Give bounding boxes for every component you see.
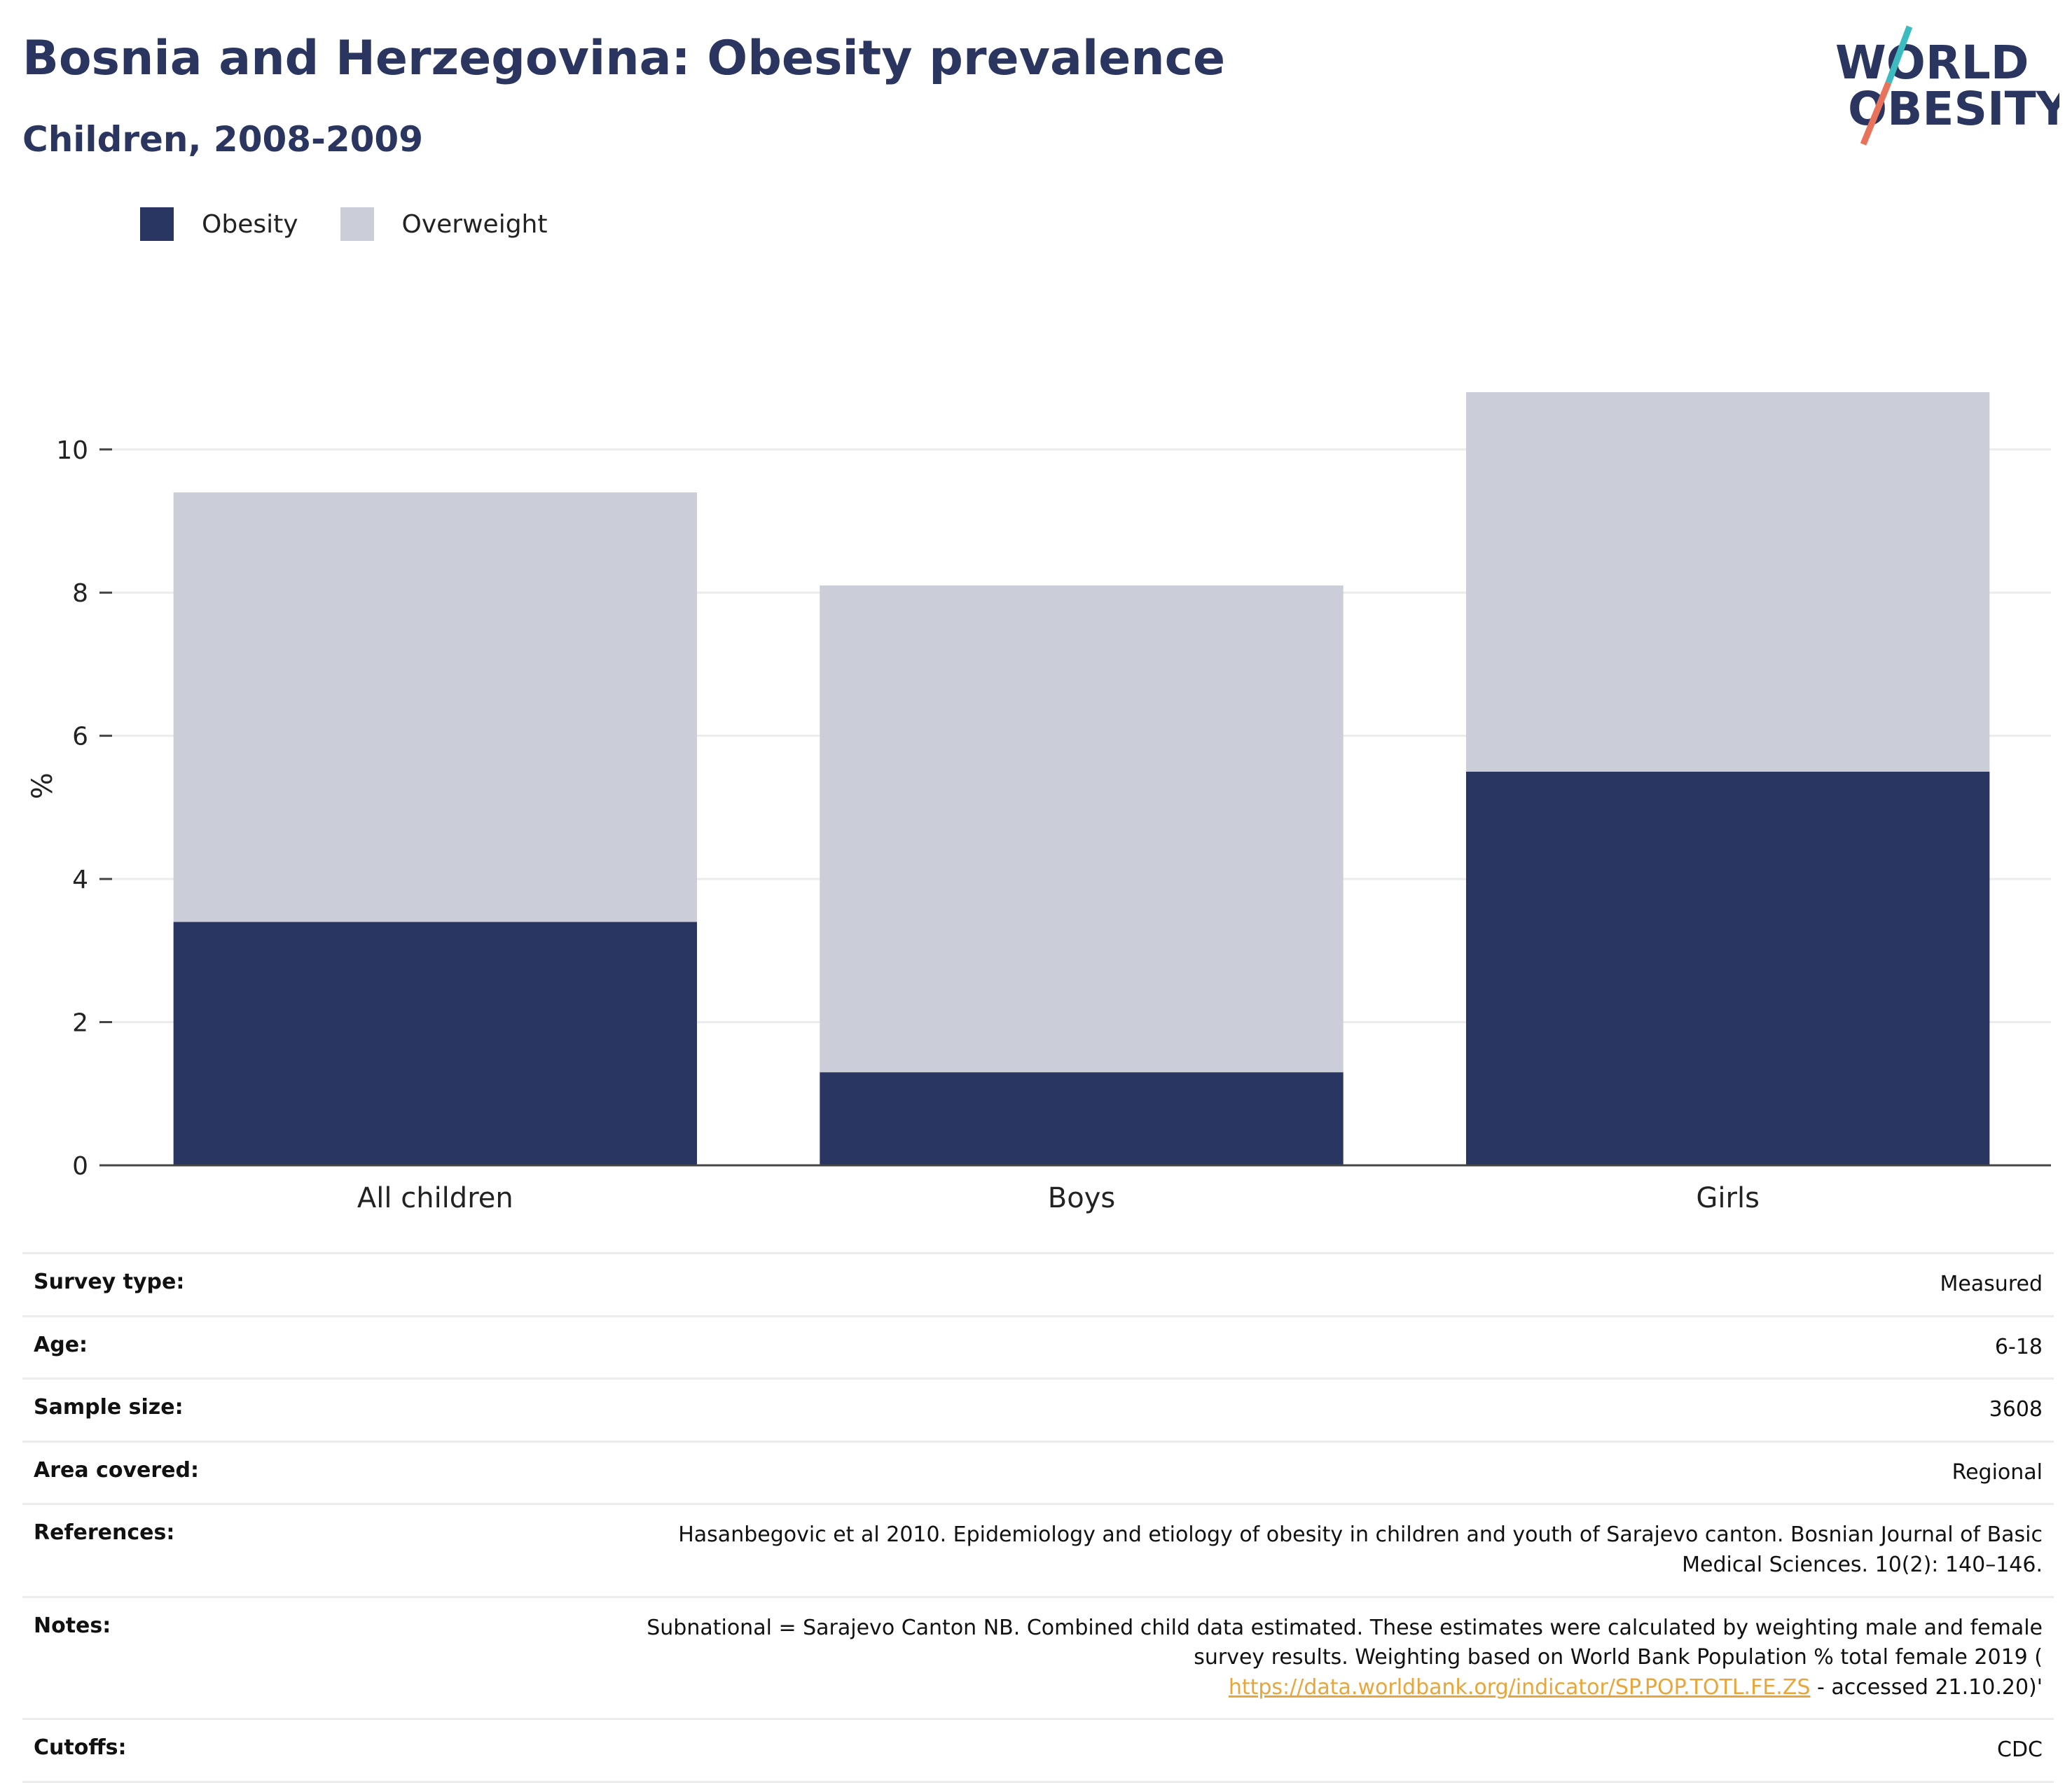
- age-label: Age:: [22, 1314, 339, 1379]
- x-tick-label-all-children: All children: [357, 1182, 513, 1214]
- legend-item-overweight[interactable]: Overweight: [340, 207, 548, 241]
- sample-size-label: Sample size:: [22, 1378, 339, 1442]
- legend-swatch-obesity: [140, 207, 174, 241]
- y-tick-label-0: 0: [72, 1152, 88, 1181]
- y-tick-label-4: 4: [72, 866, 88, 894]
- logo-slash-coral: [1860, 81, 1892, 146]
- legend-label-overweight: Overweight: [401, 209, 548, 239]
- y-axis-label: %: [27, 772, 59, 799]
- survey-type-label: Survey type:: [22, 1252, 339, 1317]
- notes-value: Subnational = Sarajevo Canton NB. Combin…: [339, 1595, 2054, 1719]
- references-line-2: Medical Sciences. 10(2): 140–146.: [1682, 1552, 2043, 1577]
- info-row-notes: Notes: Subnational = Sarajevo Canton NB.…: [22, 1595, 2054, 1719]
- cutoffs-label: Cutoffs:: [22, 1718, 339, 1783]
- sample-size-value: 3608: [339, 1378, 2054, 1442]
- legend-label-obesity: Obesity: [202, 209, 298, 239]
- bar-overweight-girls: [1465, 392, 1990, 772]
- notes-line-1: Subnational = Sarajevo Canton NB. Combin…: [647, 1615, 2043, 1640]
- legend-swatch-overweight: [340, 207, 374, 241]
- logo-line-1: WORLD: [1835, 36, 2029, 90]
- legend: Obesity Overweight: [140, 207, 589, 241]
- cutoffs-value: CDC: [339, 1718, 2054, 1783]
- bar-obesity-all-children: [173, 922, 698, 1165]
- bar-overweight-all-children: [173, 492, 698, 922]
- y-tick-label-6: 6: [72, 723, 88, 751]
- area-label: Area covered:: [22, 1440, 339, 1504]
- info-row-sample-size: Sample size: 3608: [22, 1378, 2054, 1442]
- notes-tail: - accessed 21.10.20)': [1810, 1674, 2043, 1700]
- info-row-area: Area covered: Regional: [22, 1440, 2054, 1504]
- age-value: 6-18: [339, 1314, 2054, 1379]
- y-tick-label-10: 10: [56, 436, 88, 465]
- y-tick-label-2: 2: [72, 1009, 88, 1038]
- y-tick-label-8: 8: [72, 579, 88, 608]
- x-tick-label-boys: Boys: [1048, 1182, 1115, 1214]
- chart-subtitle: Children, 2008-2009: [22, 119, 423, 160]
- bar-obesity-girls: [1465, 771, 1990, 1165]
- logo-slash-teal: [1885, 25, 1913, 84]
- worldbank-link[interactable]: https://data.worldbank.org/indicator/SP.…: [1228, 1674, 1811, 1700]
- info-row-survey-type: Survey type: Measured: [22, 1252, 2054, 1317]
- references-value: Hasanbegovic et al 2010. Epidemiology an…: [339, 1503, 2054, 1597]
- references-line-1: Hasanbegovic et al 2010. Epidemiology an…: [678, 1522, 2043, 1548]
- bar-chart: 0 2 4 6 8 10% All children Boys Girls: [27, 392, 2051, 1214]
- area-value: Regional: [339, 1440, 2054, 1504]
- bar-obesity-boys: [820, 1072, 1344, 1165]
- world-obesity-logo: WORLD OBESITY: [1835, 25, 2059, 146]
- legend-item-obesity[interactable]: Obesity: [140, 207, 298, 241]
- survey-type-value: Measured: [339, 1252, 2054, 1317]
- notes-label: Notes:: [22, 1595, 339, 1719]
- x-tick-label-girls: Girls: [1696, 1182, 1760, 1214]
- info-row-cutoffs: Cutoffs: CDC: [22, 1718, 2054, 1783]
- chart-title: Bosnia and Herzegovina: Obesity prevalen…: [22, 31, 1226, 86]
- info-row-age: Age: 6-18: [22, 1314, 2054, 1379]
- bar-overweight-boys: [820, 585, 1344, 1073]
- references-label: References:: [22, 1503, 339, 1597]
- info-row-references: References: Hasanbegovic et al 2010. Epi…: [22, 1503, 2054, 1597]
- survey-info-table: Survey type: Measured Age: 6-18 Sample s…: [22, 1252, 2054, 1783]
- notes-line-2: survey results. Weighting based on World…: [1194, 1645, 2043, 1670]
